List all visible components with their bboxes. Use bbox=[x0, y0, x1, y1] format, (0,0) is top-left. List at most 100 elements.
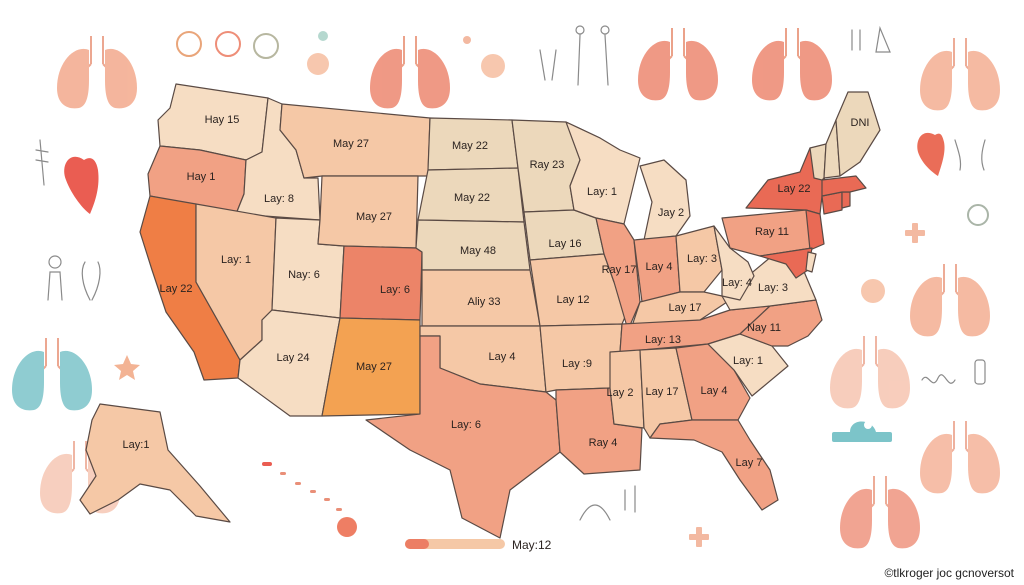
state-tx bbox=[365, 335, 561, 539]
lungs-icon bbox=[637, 27, 719, 102]
state-label-ms: Lay 2 bbox=[607, 387, 634, 399]
state-label-nv: Lay: 1 bbox=[221, 254, 251, 266]
state-label-ny: Lay 22 bbox=[777, 183, 810, 195]
lungs-icon bbox=[909, 263, 991, 338]
lungs-icon bbox=[839, 475, 921, 550]
state-label-mo: Lay 12 bbox=[556, 294, 589, 306]
state-ia bbox=[523, 209, 605, 261]
state-label-nc: Nay 11 bbox=[747, 322, 781, 334]
state-label-tn: Lay: 13 bbox=[645, 334, 681, 346]
state-label-wa: Hay 15 bbox=[205, 114, 240, 126]
state-label-me: DNI bbox=[851, 117, 870, 129]
credit-text: ©tlkroger joc gcnoversot bbox=[880, 565, 1018, 581]
state-label-ga: Lay 4 bbox=[701, 385, 728, 397]
plus-icon bbox=[905, 223, 925, 243]
state-il bbox=[595, 217, 641, 331]
dropper-icon bbox=[35, 139, 986, 186]
state-label-ks: Aliy 33 bbox=[467, 296, 500, 308]
state-ma bbox=[821, 175, 867, 197]
lungs-icon bbox=[369, 35, 451, 110]
state-label-mi: Jay 2 bbox=[658, 207, 684, 219]
legend: May:12 bbox=[405, 538, 552, 552]
pill-icon bbox=[337, 517, 357, 537]
person-icon bbox=[921, 359, 986, 385]
pill-icon bbox=[318, 31, 328, 41]
stethoscope-icon bbox=[967, 204, 989, 226]
state-label-il: Ray 17 bbox=[602, 264, 637, 276]
state-label-or: Hay 1 bbox=[187, 171, 216, 183]
heart-icon bbox=[215, 31, 241, 57]
state-label-mt: May 27 bbox=[333, 138, 369, 150]
state-label-ia: Lay 16 bbox=[548, 238, 581, 250]
state-label-ar: Lay :9 bbox=[562, 358, 592, 370]
lungs-icon bbox=[11, 337, 93, 412]
legend-bar-segment bbox=[405, 539, 429, 549]
plus-icon bbox=[307, 53, 329, 75]
state-label-ok: Lay 4 bbox=[489, 351, 516, 363]
lungs-icon bbox=[56, 35, 138, 110]
state-label-sc: Lay: 1 bbox=[733, 355, 763, 367]
state-ri bbox=[841, 191, 851, 209]
state-label-ak: Lay:1 bbox=[123, 439, 150, 451]
state-md bbox=[759, 247, 813, 279]
us-states-map: Hay 15 Hay 1 Lay 22 Lay: 8 Lay: 1 Nay: 6 Lay 2… bbox=[79, 83, 881, 539]
star-icon bbox=[114, 355, 140, 380]
person-icon bbox=[47, 255, 101, 301]
state-de bbox=[805, 251, 817, 273]
state-label-ky: Lay 17 bbox=[668, 302, 701, 314]
state-label-wy: May 27 bbox=[356, 211, 392, 223]
state-vt bbox=[809, 143, 827, 181]
state-label-in: Lay 4 bbox=[646, 261, 673, 273]
state-ms bbox=[609, 349, 645, 429]
state-label-nd: May 22 bbox=[452, 140, 488, 152]
state-oh bbox=[675, 225, 723, 293]
lungs-icon bbox=[919, 420, 1001, 495]
state-label-pa: Ray 11 bbox=[755, 226, 789, 238]
state-label-co: Lay: 6 bbox=[380, 284, 410, 296]
state-label-al: Lay 17 bbox=[645, 386, 678, 398]
flask-icon bbox=[851, 25, 891, 53]
plus-icon bbox=[689, 527, 709, 547]
state-fl bbox=[649, 419, 779, 511]
plus-icon bbox=[481, 54, 505, 78]
decorative-icons bbox=[11, 25, 1001, 550]
legend-label: May:12 bbox=[512, 538, 552, 552]
state-label-wi: Lay: 1 bbox=[587, 186, 617, 198]
stethoscope-icon bbox=[253, 33, 279, 59]
stethoscope-icon bbox=[176, 31, 202, 57]
lungs-icon bbox=[919, 37, 1001, 112]
state-label-sd: May 22 bbox=[454, 192, 490, 204]
state-label-az: Lay 24 bbox=[276, 352, 309, 364]
ambulance-icon bbox=[832, 421, 892, 442]
state-nj bbox=[805, 209, 825, 251]
state-wi bbox=[565, 121, 641, 225]
lungs-icon bbox=[829, 335, 911, 410]
state-ak bbox=[79, 403, 231, 523]
state-label-ut: Nay: 6 bbox=[288, 269, 320, 281]
state-labels: Hay 15 Hay 1 Lay 22 Lay: 8 Lay: 1 Nay: 6 Lay 2… bbox=[123, 114, 870, 469]
state-label-fl: Lay 7 bbox=[736, 457, 763, 469]
state-label-tx: Lay: 6 bbox=[451, 419, 481, 431]
state-label-mn: Ray 23 bbox=[530, 159, 565, 171]
plus-icon bbox=[861, 279, 885, 303]
person-icon bbox=[539, 25, 610, 86]
state-me bbox=[835, 91, 881, 177]
state-label-la: Ray 4 bbox=[589, 437, 618, 449]
state-co bbox=[339, 245, 423, 321]
heart-icon bbox=[917, 132, 945, 176]
state-label-wv: Lay: 4 bbox=[722, 277, 752, 289]
state-label-nm: May 27 bbox=[356, 361, 392, 373]
state-label-id: Lay: 8 bbox=[264, 193, 294, 205]
state-label-ca: Lay 22 bbox=[159, 283, 192, 295]
lungs-icon bbox=[751, 27, 833, 102]
state-wv bbox=[713, 225, 755, 301]
state-mi bbox=[639, 159, 691, 241]
flask-icon bbox=[579, 485, 636, 521]
state-label-oh: Lay: 3 bbox=[687, 253, 717, 265]
pill-icon bbox=[463, 36, 471, 44]
legend-bar bbox=[405, 539, 505, 549]
pill-icon bbox=[262, 462, 342, 511]
heart-icon bbox=[64, 156, 99, 214]
state-label-va: Lay: 3 bbox=[758, 282, 788, 294]
